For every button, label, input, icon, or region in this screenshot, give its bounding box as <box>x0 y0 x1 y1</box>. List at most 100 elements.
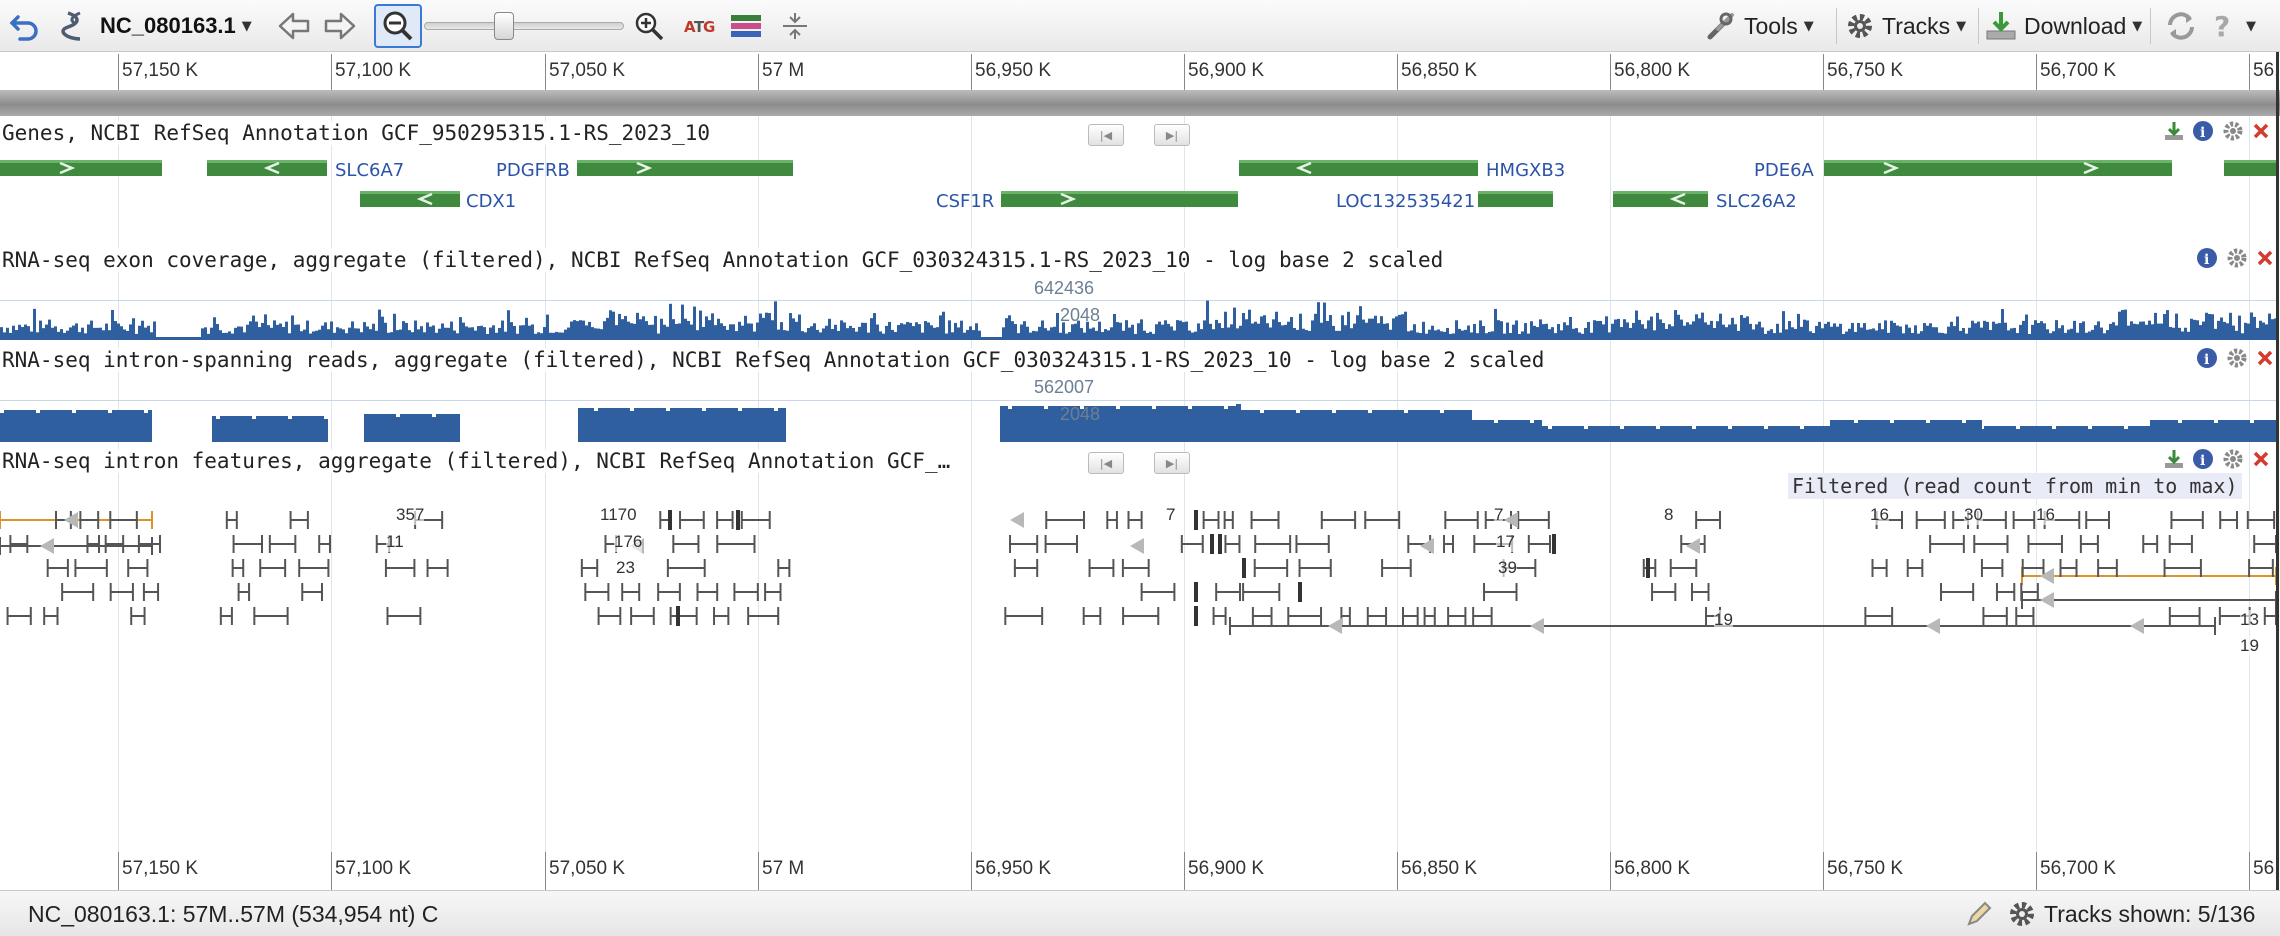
gene-label-slc26a2[interactable]: SLC26A2 <box>1716 191 1797 212</box>
track-label-genes[interactable]: Genes, NCBI RefSeq Annotation GCF_950295… <box>2 121 711 145</box>
coverage-bar <box>1758 321 1761 340</box>
next-feature-button[interactable]: ▶| <box>1154 452 1190 474</box>
coverage-bar <box>1413 324 1416 340</box>
close-icon[interactable] <box>2256 347 2274 369</box>
ruler-tick-label: 57,100 K <box>335 858 412 879</box>
collapse-tracks-icon[interactable] <box>780 0 810 52</box>
close-icon[interactable] <box>2252 448 2270 470</box>
gear-icon[interactable] <box>2222 448 2244 470</box>
coverage-bar <box>96 327 99 340</box>
download-icon[interactable] <box>2164 120 2184 142</box>
coverage-bar <box>1335 330 1338 340</box>
intron-read-bar <box>1874 420 1878 442</box>
gene-label-pde6a[interactable]: PDE6A <box>1754 160 1814 181</box>
sequence-selector[interactable]: NC_080163.1 ▼ <box>100 0 252 52</box>
coverage-bar <box>873 313 876 340</box>
coverage-bar <box>1542 324 1545 340</box>
coverage-bar <box>1419 333 1422 340</box>
coverage-bar <box>453 330 456 340</box>
intron-read-bar <box>1816 426 1820 442</box>
gene-label-csf1r[interactable]: CSF1R <box>936 191 995 212</box>
zoom-slider[interactable] <box>424 22 624 30</box>
zoom-out-button[interactable] <box>374 4 422 48</box>
download-menu[interactable]: Download ▼ <box>1984 0 2142 52</box>
track-label-intron-reads[interactable]: RNA-seq intron-spanning reads, aggregate… <box>2 348 1545 372</box>
coverage-bar <box>1893 322 1896 340</box>
vertical-scrollbar[interactable] <box>2276 52 2279 890</box>
close-icon[interactable] <box>2256 247 2274 269</box>
coverage-bar <box>639 319 642 340</box>
gear-icon[interactable] <box>2222 120 2244 142</box>
pencil-icon[interactable] <box>1964 899 1994 929</box>
arrow-left-icon[interactable] <box>276 0 312 52</box>
coverage-bar <box>633 323 636 340</box>
ruler-tick-label: 56, <box>2253 858 2280 879</box>
close-icon[interactable] <box>2252 120 2270 142</box>
ruler-tick-label: 56,750 K <box>1827 60 1904 81</box>
intron-count-label: 8 <box>1664 505 1674 525</box>
coverage-bar <box>423 332 426 340</box>
intron-read-bar <box>758 408 762 442</box>
intron-read-bar <box>1736 426 1740 442</box>
gear-icon[interactable] <box>2006 898 2038 930</box>
download-icon[interactable] <box>2164 448 2184 470</box>
prev-feature-button[interactable]: |◀ <box>1088 124 1124 146</box>
gene-label-pdgfrb[interactable]: PDGFRB <box>496 160 570 181</box>
coverage-bar <box>1122 330 1125 340</box>
intron-read-bar <box>1764 429 1768 442</box>
intron-read-bar <box>1072 406 1076 442</box>
intron-read-bar <box>84 410 88 442</box>
ruler-tick-label: 57,050 K <box>549 858 626 879</box>
intron-read-bar <box>1478 420 1482 442</box>
coverage-bar <box>498 327 501 340</box>
refresh-icon[interactable] <box>2164 0 2198 52</box>
zoom-in-icon[interactable] <box>632 0 666 52</box>
coverage-bar <box>738 321 741 340</box>
gear-icon[interactable] <box>2226 347 2248 369</box>
tracks-shown-count[interactable]: Tracks shown: 5/136 <box>2044 901 2256 927</box>
track-label-exon-coverage[interactable]: RNA-seq exon coverage, aggregate (filter… <box>2 248 1444 272</box>
intron-read-bar <box>2064 426 2068 442</box>
tracks-menu[interactable]: Tracks ▼ <box>1844 0 1966 52</box>
coverage-bar <box>48 319 51 340</box>
status-bar: NC_080163.1: 57M..57M (534,954 nt) C Tra… <box>0 890 2280 936</box>
info-icon[interactable]: i <box>2196 347 2218 369</box>
info-icon[interactable]: i <box>2192 120 2214 142</box>
gene-label-hmgxb3[interactable]: HMGXB3 <box>1486 160 1566 181</box>
track-label-intron-features[interactable]: RNA-seq intron features, aggregate (filt… <box>2 449 951 473</box>
info-icon[interactable]: i <box>2192 448 2214 470</box>
tools-menu[interactable]: Tools ▼ <box>1704 0 1814 52</box>
intron-read-bar <box>1676 426 1680 442</box>
zoom-slider-thumb[interactable] <box>494 12 514 40</box>
coverage-bar <box>1563 322 1566 340</box>
gear-icon[interactable] <box>2226 247 2248 269</box>
intron-read-bar <box>1540 426 1544 442</box>
undo-icon[interactable] <box>8 0 42 52</box>
gene-label-loc132535421[interactable]: LOC132535421 <box>1336 191 1476 212</box>
info-icon[interactable]: i <box>2196 247 2218 269</box>
intron-read-bar <box>1044 409 1048 442</box>
prev-feature-button[interactable]: |◀ <box>1088 452 1124 474</box>
intron-read-bar <box>1232 406 1236 442</box>
intron-read-bar <box>1060 406 1064 442</box>
highlight-icon[interactable] <box>728 0 764 52</box>
coverage-bar <box>2166 310 2169 340</box>
strand-arrow <box>263 161 280 175</box>
coverage-bar <box>279 323 282 340</box>
intron-read-bar <box>2076 426 2080 442</box>
gene-label-slc6a7[interactable]: SLC6A7 <box>335 160 405 181</box>
next-feature-button[interactable]: ▶| <box>1154 124 1190 146</box>
help-menu[interactable]: ? ▼ <box>2210 0 2256 52</box>
intron-read-bar <box>1300 410 1304 442</box>
gene-label-cdx1[interactable]: CDX1 <box>466 191 517 212</box>
coverage-bar <box>1755 324 1758 340</box>
coverage-bar <box>1983 320 1986 340</box>
coverage-bar <box>699 310 702 340</box>
arrow-right-icon[interactable] <box>322 0 358 52</box>
coverage-bar <box>858 326 861 340</box>
overview-scrollbar[interactable] <box>0 90 2280 116</box>
intron-read-bar <box>316 416 320 442</box>
intron-read-bar <box>2230 420 2234 442</box>
intron-read-bar <box>1506 420 1510 442</box>
